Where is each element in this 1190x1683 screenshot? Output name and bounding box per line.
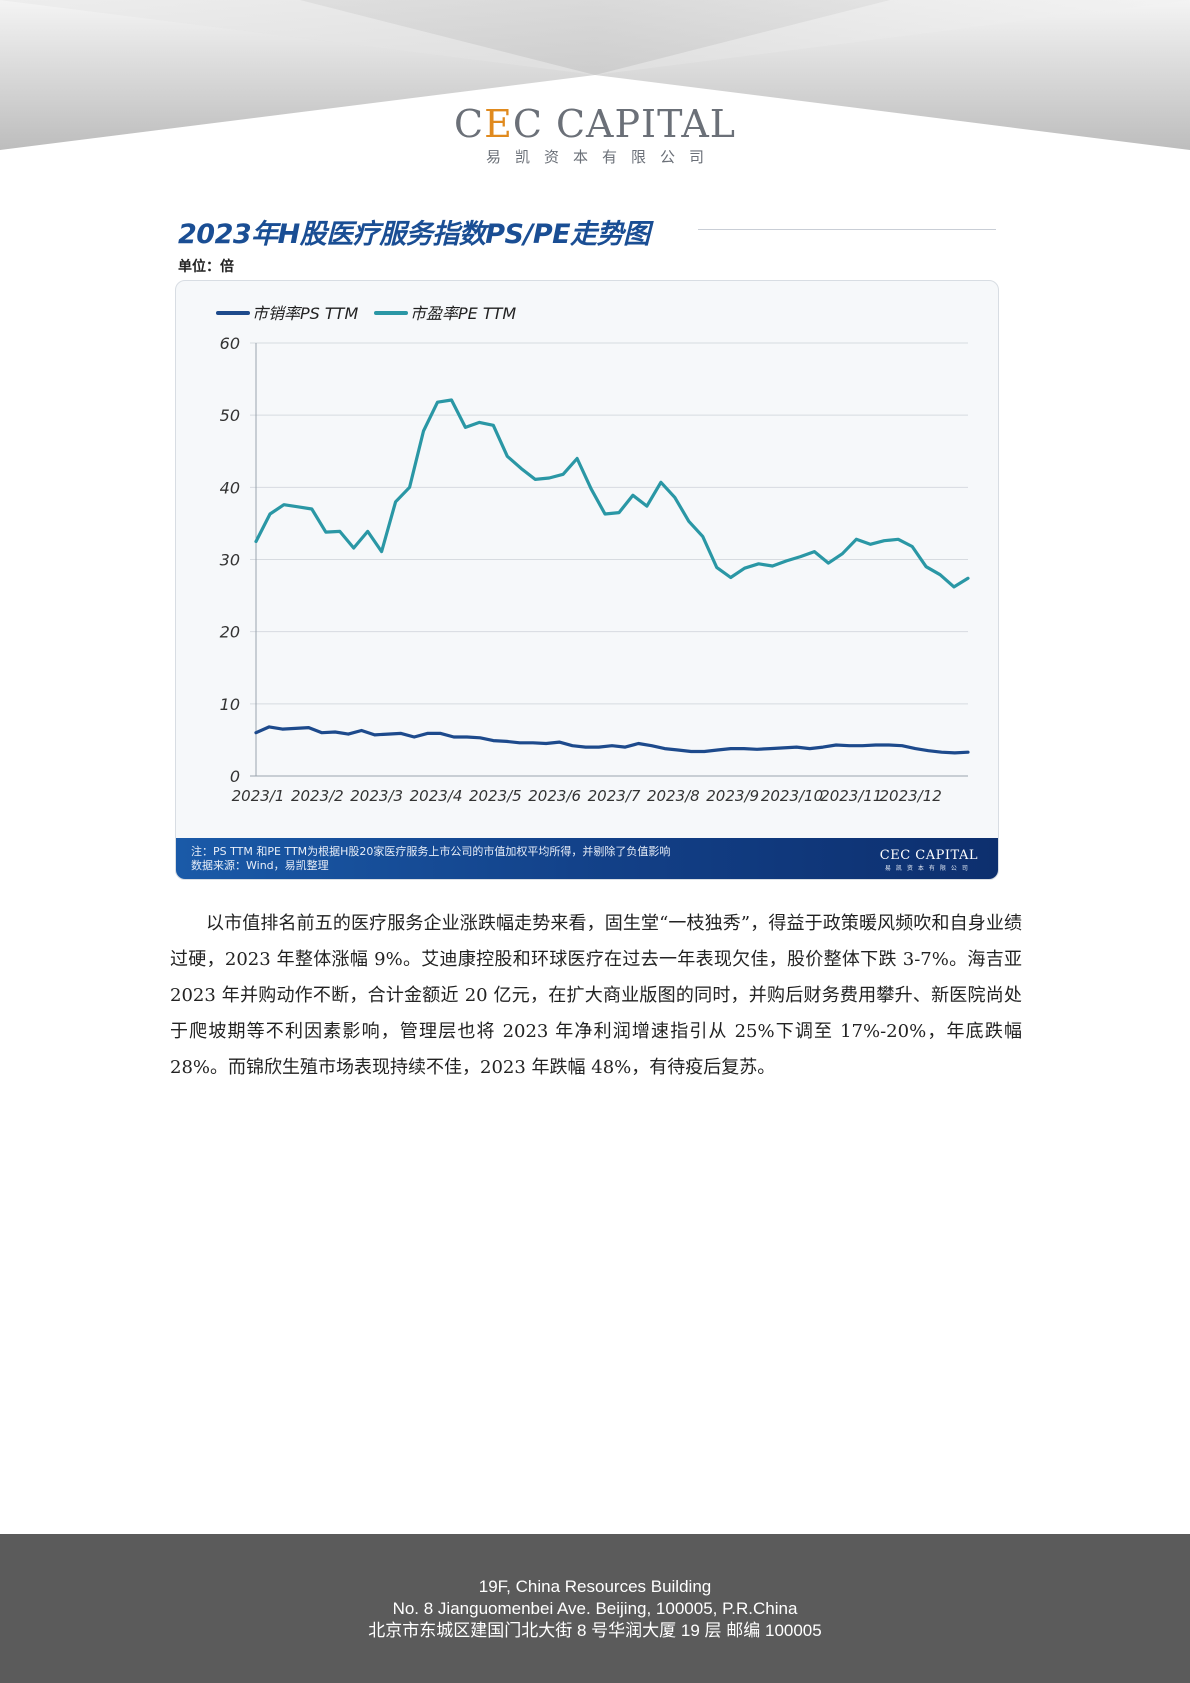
header-background xyxy=(0,0,1190,150)
x-tick-label: 2023/7 xyxy=(588,787,641,805)
logo-wordmark: CEC CAPITAL xyxy=(453,102,737,146)
chart-note: 注：PS TTM 和PE TTM为根据H股20家医疗服务上市公司的市值加权平均所… xyxy=(191,845,670,873)
legend-label: 市盈率PE TTM xyxy=(410,304,516,323)
page-footer: 19F, China Resources Building No. 8 Jian… xyxy=(0,1534,1190,1683)
footer-address-line3: 北京市东城区建国门北大街 8 号华润大厦 19 层 邮编 100005 xyxy=(368,1621,822,1640)
y-tick-label: 10 xyxy=(220,695,240,714)
footer-logo-cn: 易凯资本有限公司 xyxy=(884,865,973,872)
x-tick-label: 2023/6 xyxy=(528,787,581,805)
footer-logo-text: CEC CAPITAL xyxy=(879,848,978,863)
unit-label: 单位：倍 xyxy=(178,259,234,275)
x-tick-label: 2023/4 xyxy=(410,787,463,805)
logo-chinese-name: 易凯资本有限公司 xyxy=(485,148,718,166)
series-line xyxy=(254,398,970,589)
y-tick-label: 20 xyxy=(220,623,240,642)
chart-title: 2023年H股医疗服务指数PS/PE走势图 xyxy=(178,219,650,250)
title-divider xyxy=(698,229,996,230)
company-logo: CEC CAPITAL 易凯资本有限公司 xyxy=(0,104,1190,167)
footer-address-line1: 19F, China Resources Building xyxy=(478,1577,712,1596)
footer-logo: CEC CAPITAL 易凯资本有限公司 xyxy=(880,848,978,872)
line-chart: 0 10 20 30 40 50 60 2023/1 2023/2 2023/3 2023/4 202… xyxy=(216,304,970,805)
x-tick-label: 2023/11 xyxy=(820,787,882,805)
x-tick-label: 2023/3 xyxy=(350,787,403,805)
x-tick-label: 2023/9 xyxy=(706,787,759,805)
y-tick-label: 0 xyxy=(230,767,240,786)
note-text: 注：PS TTM 和PE TTM为根据H股20家医疗服务上市公司的市值加权平均所… xyxy=(191,845,671,858)
y-tick-label: 30 xyxy=(220,551,240,570)
x-tick-label: 2023/1 xyxy=(232,787,285,805)
x-tick-label: 2023/10 xyxy=(761,787,823,805)
series-line xyxy=(254,725,970,755)
x-tick-label: 2023/5 xyxy=(469,787,522,805)
legend-label: 市销率PS TTM xyxy=(252,304,358,323)
x-tick-label: 2023/2 xyxy=(291,787,344,805)
x-tick-label: 2023/8 xyxy=(647,787,700,805)
source-text: 数据来源：Wind，易凯整理 xyxy=(191,859,329,872)
y-tick-label: 40 xyxy=(220,478,240,497)
y-tick-label: 60 xyxy=(220,334,240,353)
x-tick-label: 2023/12 xyxy=(880,787,942,805)
y-tick-label: 50 xyxy=(220,406,240,425)
chart-panel: 0 10 20 30 40 50 60 2023/1 2023/2 2023/3 2023/4 202… xyxy=(175,280,999,880)
body-paragraph: 以市值排名前五的医疗服务企业涨跌幅走势来看，固生堂“一枝独秀”，得益于政策暖风频… xyxy=(170,913,1022,1078)
footer-address-line2: No. 8 Jianguomenbei Ave. Beijing, 100005… xyxy=(392,1599,798,1618)
chart-note-bar: 注：PS TTM 和PE TTM为根据H股20家医疗服务上市公司的市值加权平均所… xyxy=(176,838,998,879)
